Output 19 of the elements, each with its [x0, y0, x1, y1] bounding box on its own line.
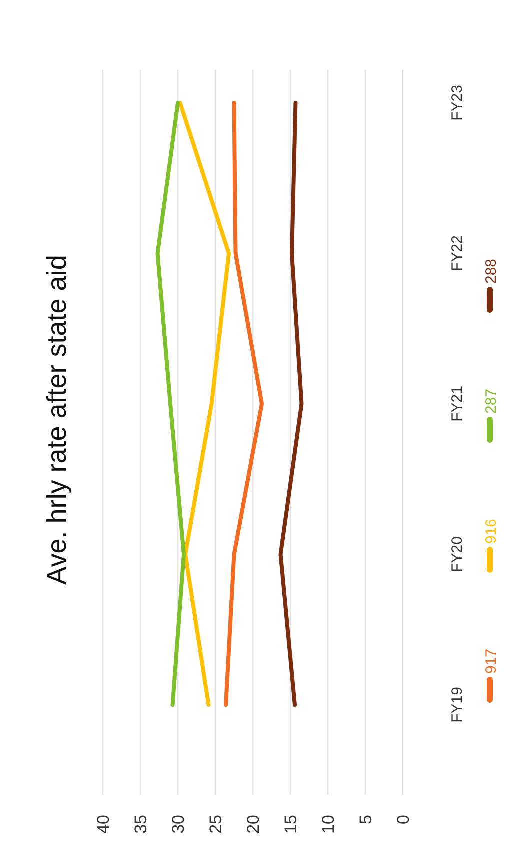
text: 916	[483, 518, 500, 544]
x-tick-label: 40	[94, 815, 113, 834]
x-tick-label: 20	[244, 815, 263, 834]
x-tick-label: 15	[282, 815, 300, 834]
y-tick-label: FY22	[449, 236, 466, 272]
y-tick-label: FY23	[449, 85, 466, 121]
text: Ave. hrly rate after state aid	[42, 255, 72, 585]
x-tick-label: 5	[356, 815, 376, 824]
x-tick-label: 25	[206, 815, 226, 834]
x-tick-label: 30	[169, 815, 188, 834]
y-tick-label: FY19	[449, 687, 466, 723]
y-tick-label: FY20	[449, 536, 466, 572]
y-tick-label: FY21	[449, 386, 466, 422]
x-tick-label: 10	[319, 815, 338, 834]
x-tick-label: 35	[132, 815, 150, 834]
text: 287	[483, 388, 500, 414]
text: 917	[483, 648, 500, 674]
x-tick-label: 0	[394, 815, 413, 824]
text: 288	[483, 258, 500, 284]
